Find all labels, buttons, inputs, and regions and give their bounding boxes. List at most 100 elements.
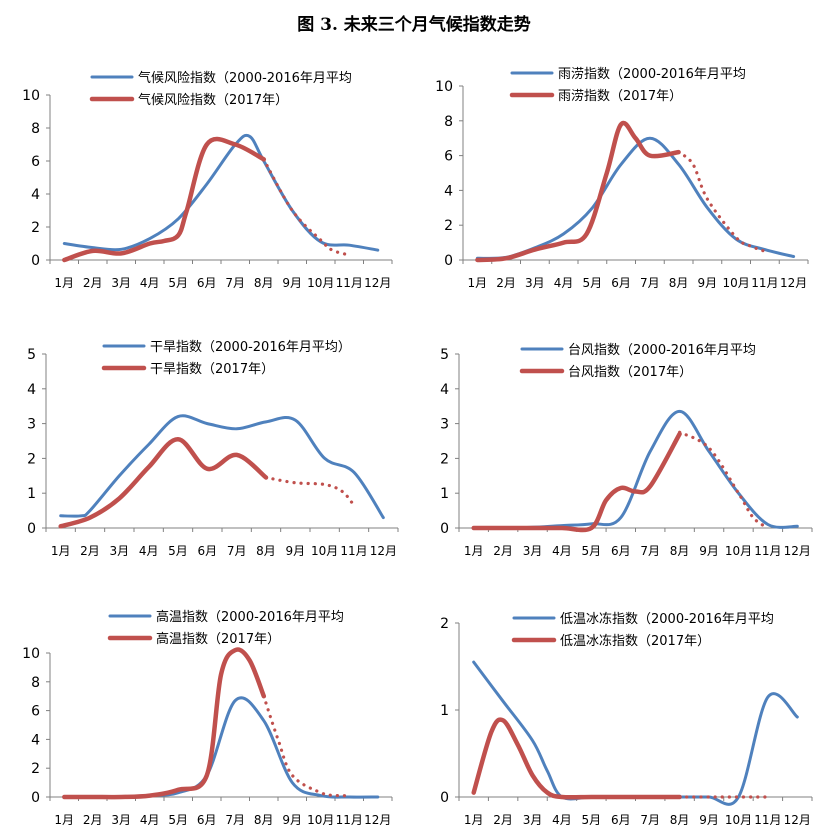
x-tick-label: 11月	[336, 276, 363, 290]
x-tick-label: 5月	[168, 544, 188, 558]
x-tick-label: 1月	[54, 813, 74, 827]
x-tick-label: 9月	[698, 276, 718, 290]
x-tick-label: 9月	[286, 544, 306, 558]
x-tick-label: 5月	[582, 813, 602, 827]
x-tick-label: 2月	[83, 276, 103, 290]
x-tick-label: 1月	[51, 544, 71, 558]
y-tick-label: 6	[31, 154, 40, 170]
x-tick-label: 8月	[254, 813, 274, 827]
x-tick-label: 8月	[256, 544, 276, 558]
x-tick-label: 10月	[311, 544, 338, 558]
x-tick-label: 6月	[611, 276, 631, 290]
x-tick-label: 6月	[197, 813, 217, 827]
x-tick-label: 8月	[670, 813, 690, 827]
x-tick-label: 3月	[110, 544, 130, 558]
chart-3: 0 1 2 3 4 5 1月 2月 3月 4月 5月 6月 7月 8月 9月 10月 11月 12月 干旱指数（20…	[27, 340, 399, 558]
x-tick-label: 7月	[227, 544, 247, 558]
y-tick-label: 5	[27, 347, 36, 363]
chart-1: 0 2 4 6 8 10 1月 2月 3月 4月 5月 6月 7月 8月 9月 10月 11月 12月 气候风险指数…	[22, 70, 393, 290]
x-tick-label: 7月	[225, 813, 245, 827]
x-tick-label: 11月	[751, 276, 778, 290]
x-tick-label: 4月	[552, 544, 572, 558]
x-tick-label: 5月	[168, 276, 188, 290]
y-tick-label: 4	[444, 183, 453, 199]
x-tick-label: 12月	[370, 544, 397, 558]
y-tick-label: 6	[31, 704, 40, 720]
forecast-dotted-line	[262, 694, 351, 798]
y-tick-label: 2	[444, 218, 453, 234]
chart-2: 0 2 4 6 8 10 1月 2月 3月 4月 5月 6月 7月 8月 9月 10月 11月 12月 雨涝指数（2…	[435, 66, 809, 290]
y-tick-label: 0	[31, 253, 40, 269]
forecast-dotted-line	[677, 150, 767, 253]
legend-label: 高温指数（2017年）	[156, 631, 280, 647]
x-tick-label: 4月	[140, 813, 160, 827]
y-tick-label: 0	[444, 253, 453, 269]
average-series-line	[475, 136, 796, 260]
y-tick-label: 10	[435, 79, 453, 95]
y-tick-label: 0	[27, 521, 36, 537]
y-tick-label: 4	[31, 732, 40, 748]
x-tick-label: 12月	[780, 276, 807, 290]
y-tick-label: 1	[440, 486, 449, 502]
forecast-dotted-line	[262, 157, 351, 257]
legend-label: 干旱指数（2000-2016年月平均）	[150, 340, 351, 355]
x-tick-label: 4月	[140, 276, 160, 290]
y-tick-label: 4	[27, 382, 36, 398]
year-2017-series-line	[58, 437, 269, 529]
y-tick-label: 0	[31, 790, 40, 806]
page-title: 图 3. 未来三个月气候指数走势	[297, 15, 531, 35]
y-tick-label: 4	[440, 382, 449, 398]
legend-label: 低温冰冻指数（2000-2016年月平均	[560, 611, 774, 627]
x-tick-label: 2月	[493, 544, 513, 558]
y-tick-label: 8	[31, 675, 40, 691]
y-tick-label: 2	[31, 761, 40, 777]
chart-5: 0 2 4 6 8 10 1月 2月 3月 4月 5月 6月 7月 8月 9月 10月 11月 12月 高温指数（2…	[22, 609, 393, 827]
x-tick-label: 6月	[198, 544, 218, 558]
y-tick-label: 5	[440, 347, 449, 363]
x-tick-label: 10月	[722, 276, 749, 290]
x-tick-label: 3月	[523, 544, 543, 558]
x-tick-label: 1月	[54, 276, 74, 290]
x-tick-label: 4月	[554, 276, 574, 290]
x-tick-label: 7月	[640, 276, 660, 290]
y-tick-label: 8	[31, 121, 40, 137]
chart-6: 0 1 2 1月 2月 3月 4月 5月 6月 7月 8月 9月 10月 11月 12月 低温冰冻指数（200…	[440, 611, 813, 827]
x-tick-label: 1月	[464, 544, 484, 558]
y-tick-label: 0	[440, 790, 449, 806]
x-tick-label: 2月	[80, 544, 100, 558]
x-tick-label: 12月	[784, 544, 811, 558]
average-series-line	[472, 660, 799, 806]
x-tick-label: 8月	[670, 544, 690, 558]
x-tick-label: 6月	[611, 544, 631, 558]
x-tick-label: 11月	[340, 544, 367, 558]
y-tick-label: 2	[27, 451, 36, 467]
x-tick-label: 1月	[468, 276, 488, 290]
y-tick-label: 1	[440, 703, 449, 719]
forecast-dotted-line	[678, 430, 770, 530]
year-2017-series-line	[62, 647, 267, 800]
x-tick-label: 11月	[754, 544, 781, 558]
x-tick-label: 12月	[364, 813, 391, 827]
x-tick-label: 9月	[282, 276, 302, 290]
x-tick-label: 12月	[364, 276, 391, 290]
x-tick-label: 3月	[111, 813, 131, 827]
x-tick-label: 10月	[725, 813, 752, 827]
average-series-line	[59, 414, 385, 520]
y-tick-label: 10	[22, 88, 40, 104]
x-tick-label: 3月	[525, 276, 545, 290]
x-tick-label: 3月	[523, 813, 543, 827]
x-tick-label: 5月	[168, 813, 188, 827]
x-tick-label: 12月	[784, 813, 811, 827]
x-tick-label: 7月	[225, 276, 245, 290]
x-tick-label: 8月	[669, 276, 689, 290]
x-tick-label: 2月	[496, 276, 516, 290]
x-tick-label: 7月	[640, 813, 660, 827]
x-tick-label: 11月	[336, 813, 363, 827]
x-tick-label: 4月	[552, 813, 572, 827]
y-tick-label: 6	[444, 149, 453, 165]
year-2017-series-line	[471, 717, 682, 800]
legend-label: 低温冰冻指数（2017年）	[560, 633, 710, 649]
x-tick-label: 10月	[725, 544, 752, 558]
x-tick-label: 9月	[282, 813, 302, 827]
